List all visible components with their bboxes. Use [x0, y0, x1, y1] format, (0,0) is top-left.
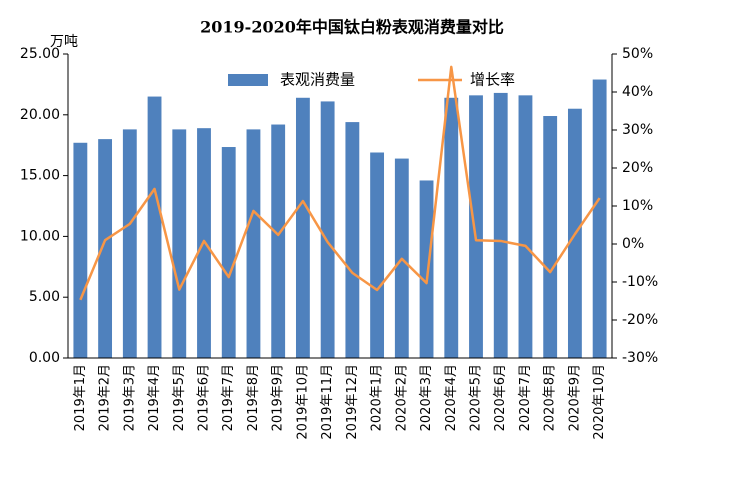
y-tick-label: 15.00	[20, 168, 60, 184]
y2-tick-label: 20%	[622, 160, 653, 176]
chart-title: 2019-2020年中国钛白粉表观消费量对比	[200, 18, 504, 37]
x-tick-label: 2020年2月	[394, 364, 409, 431]
bar	[419, 180, 434, 358]
x-tick-label: 2019年10月	[295, 364, 310, 440]
y2-tick-label: -10%	[622, 274, 658, 290]
line	[79, 65, 601, 301]
y-tick-label: 5.00	[29, 289, 60, 305]
y-tick-label: 20.00	[20, 107, 60, 123]
x-tick-label: 2019年5月	[172, 364, 187, 431]
y2-tick-label: 0%	[622, 236, 644, 252]
x-tick-label: 2019年1月	[73, 364, 88, 431]
legend-label: 表观消费量	[280, 71, 355, 89]
y-tick-label: 10.00	[20, 228, 60, 244]
y2-tick-label: -30%	[622, 350, 658, 366]
y2-tick-label: 50%	[622, 46, 653, 62]
bar	[295, 97, 310, 358]
bar	[518, 95, 533, 359]
y-tick-label: 25.00	[20, 46, 60, 62]
bar	[147, 96, 162, 358]
x-tick-label: 2020年9月	[567, 364, 582, 431]
x-tick-label: 2020年1月	[370, 364, 385, 431]
x-tick-label: 2019年9月	[271, 364, 286, 431]
x-tick-label: 2019年3月	[122, 364, 137, 431]
x-tick-label: 2020年7月	[518, 364, 533, 431]
x-tick-label: 2019年6月	[197, 364, 212, 431]
bar	[370, 152, 385, 358]
legend-swatch	[228, 74, 268, 86]
bar	[221, 147, 236, 358]
y-axis-label: 万吨	[50, 34, 78, 50]
legend-label: 增长率	[470, 71, 515, 89]
bar	[493, 92, 508, 359]
x-tick-label: 2020年5月	[469, 364, 484, 431]
x-tick-label: 2019年7月	[221, 364, 236, 431]
bar	[73, 142, 88, 358]
x-tick-label: 2019年8月	[246, 364, 261, 431]
x-tick-label: 2019年2月	[98, 364, 113, 431]
x-tick-label: 2020年3月	[419, 364, 434, 431]
bar	[543, 116, 558, 359]
x-tick-label: 2020年6月	[493, 364, 508, 431]
bar	[271, 124, 286, 358]
y2-tick-label: 40%	[622, 84, 653, 100]
y2-tick-label: -20%	[622, 312, 658, 328]
bar	[592, 79, 607, 358]
bar	[469, 95, 483, 359]
y2-tick-label: 30%	[622, 122, 653, 138]
x-tick-label: 2019年12月	[345, 364, 360, 440]
x-tick-label: 2020年4月	[444, 364, 459, 431]
bar	[172, 129, 187, 358]
bar	[320, 101, 335, 358]
x-tick-label: 2020年8月	[543, 364, 558, 431]
bar	[246, 129, 261, 358]
x-tick-label: 2019年11月	[320, 364, 335, 440]
x-tick-label: 2019年4月	[147, 364, 162, 431]
bar	[122, 129, 137, 358]
bar	[98, 139, 113, 358]
bar	[345, 122, 360, 358]
x-tick-label: 2020年10月	[592, 364, 607, 440]
y2-tick-label: 10%	[622, 198, 653, 214]
y-tick-label: 0.00	[29, 350, 60, 366]
bar	[444, 97, 459, 358]
